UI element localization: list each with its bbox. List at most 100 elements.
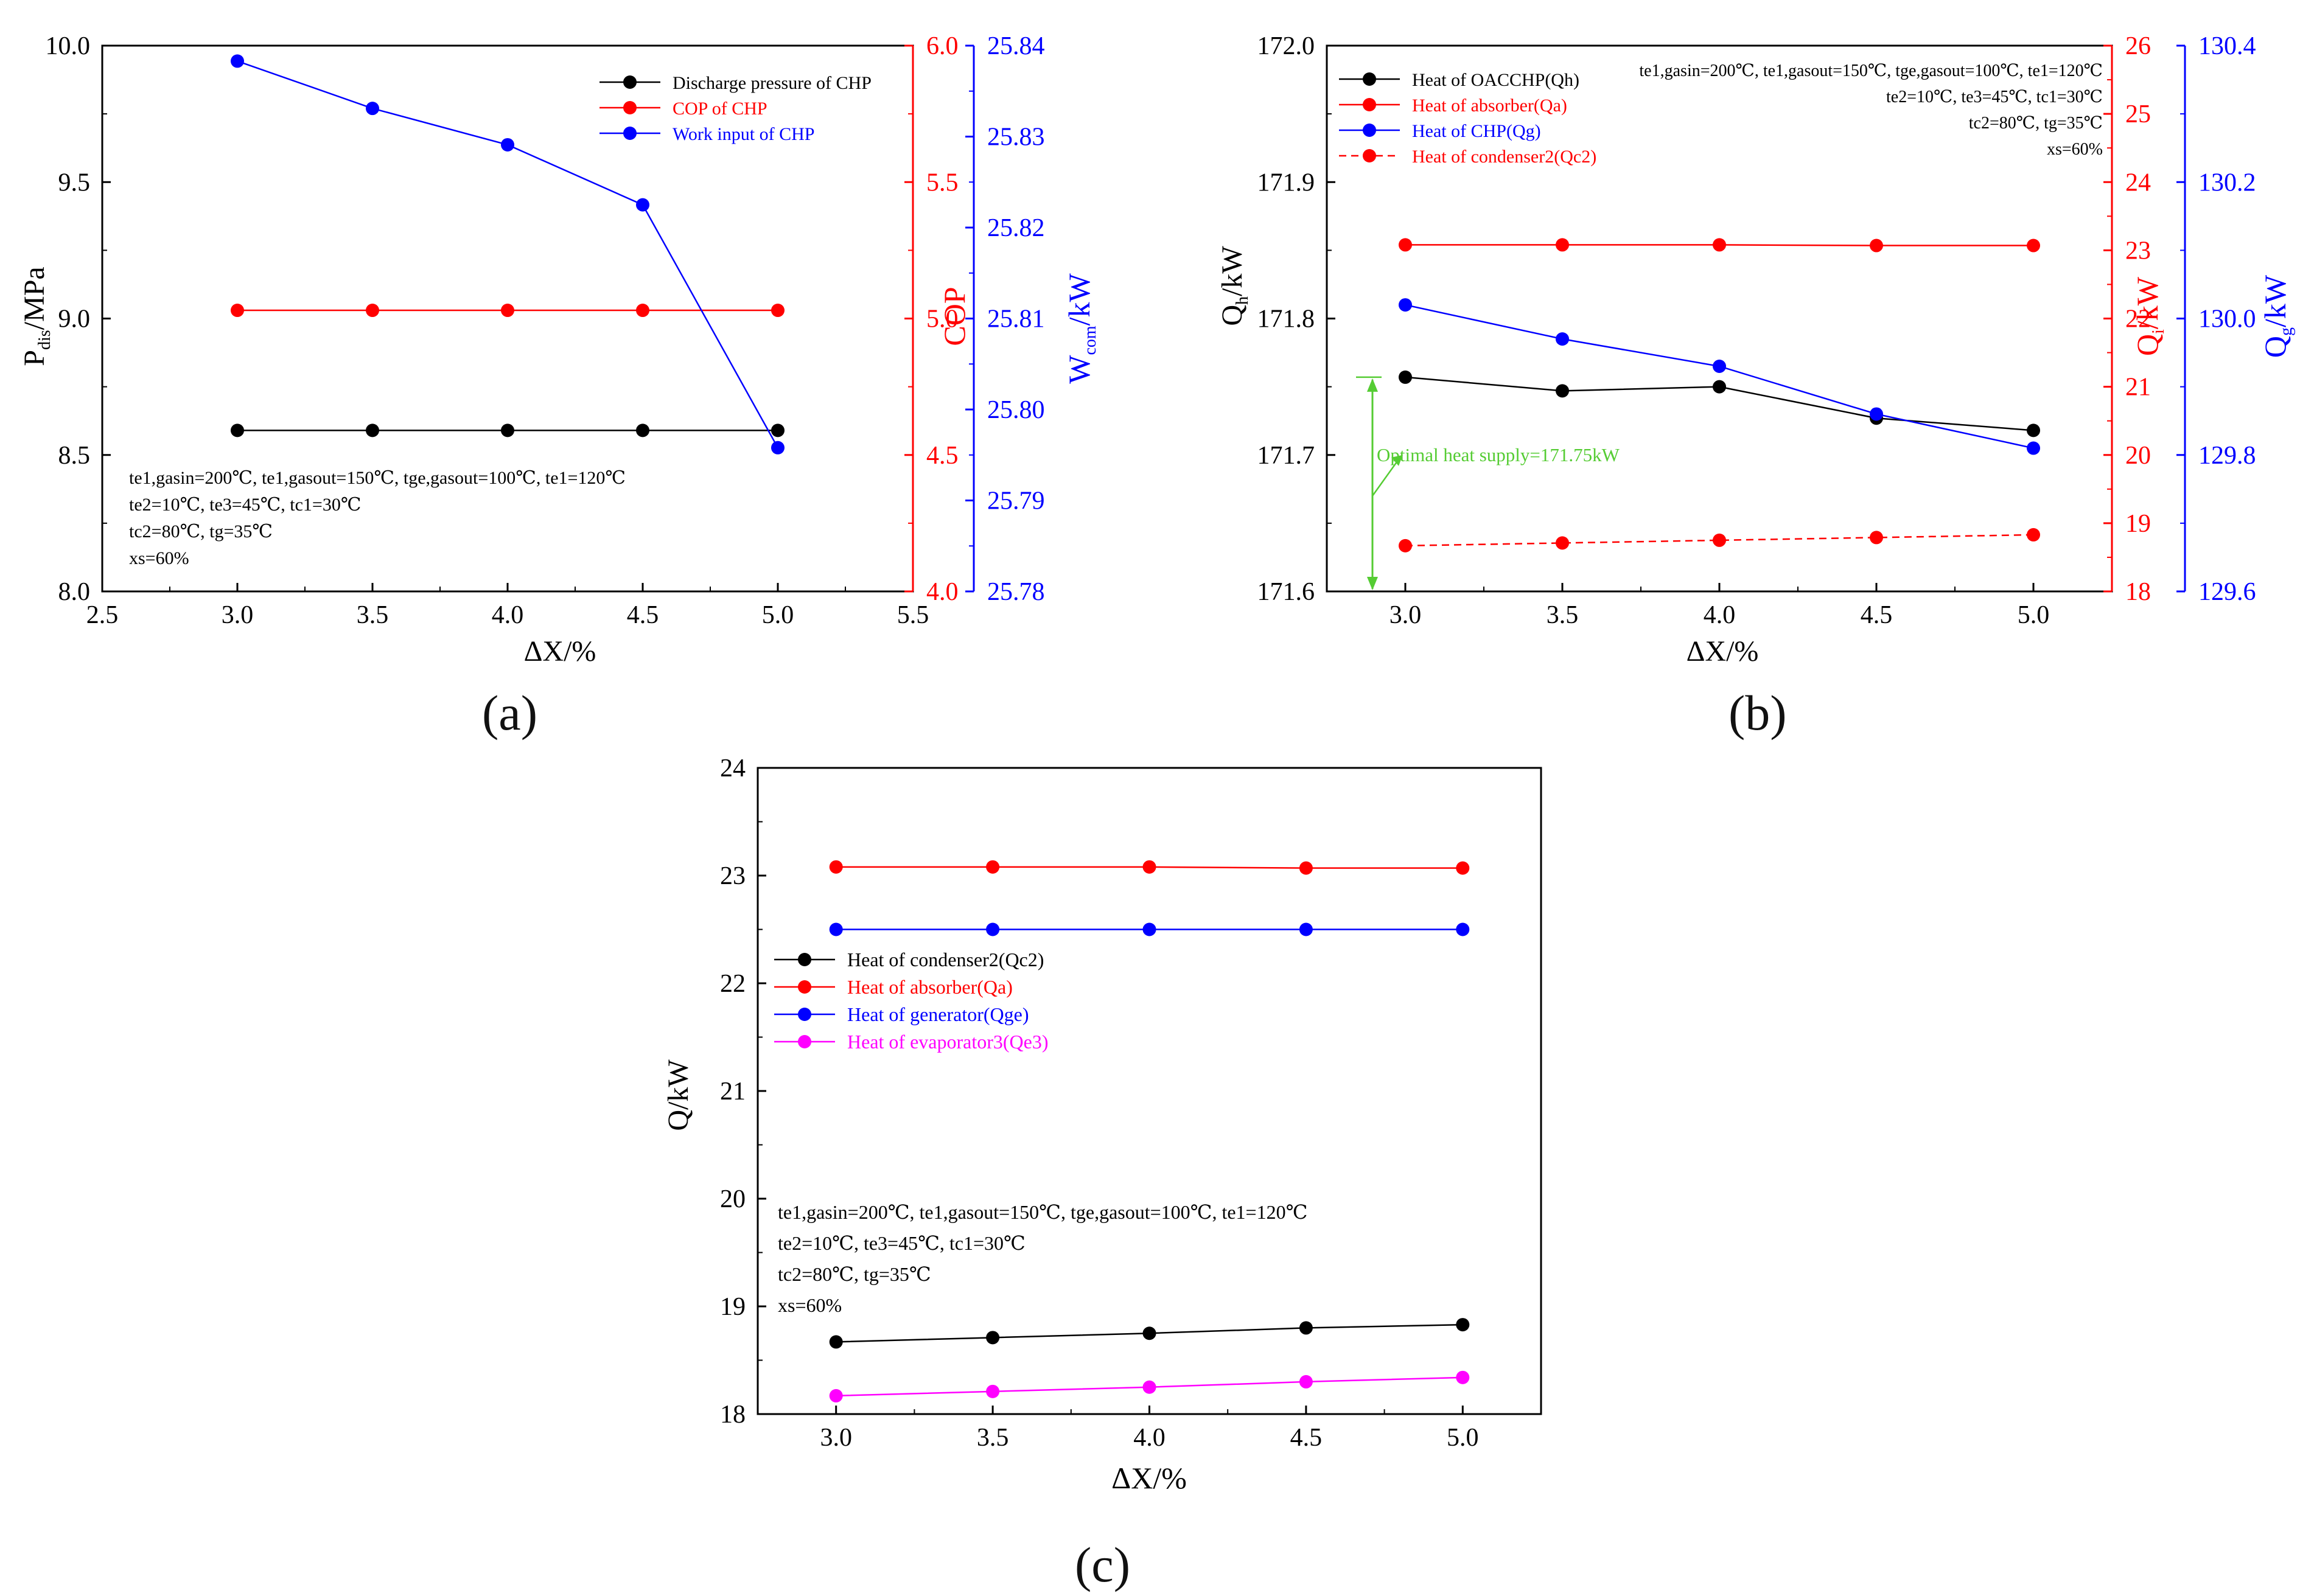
c-series-0-point [1299, 1321, 1313, 1335]
x-tick-label: 3.5 [357, 601, 389, 629]
a-series-2-point [636, 198, 649, 212]
a-series-2-point [501, 138, 514, 152]
a-right1-axis-tick-label: 4.0 [926, 578, 959, 606]
c-legend-0-label: Heat of condenser2(Qc2) [847, 949, 1044, 970]
x-tick-label: 4.0 [1704, 601, 1736, 629]
b-series-0-point [1713, 380, 1726, 394]
b-legend-2-label: Heat of CHP(Qg) [1412, 121, 1541, 141]
x-tick-label: 3.5 [1547, 601, 1579, 629]
b-series-3-point [1556, 536, 1569, 550]
c-legend-1-label: Heat of absorber(Qa) [847, 976, 1013, 998]
b-right2-axis-tick-label: 130.2 [2198, 169, 2256, 197]
conditions-line: tc2=80℃, tg=35℃ [778, 1263, 931, 1285]
c-series-1-point [1456, 861, 1470, 875]
b-right1-axis-tick-label: 24 [2125, 169, 2151, 197]
c-y-axis-tick-label: 24 [720, 754, 746, 782]
chart-c: 3.0 3.5 4.0 4.5 5.0 18 19 20 21 22 23 24 ΔX/% Q/kW Hea… [662, 754, 1542, 1495]
conditions-line: xs=60% [129, 548, 189, 568]
b-legend-3-label: Heat of condenser2(Qc2) [1412, 147, 1596, 167]
a-series-0-point [501, 423, 514, 437]
b-series-3-point [1399, 538, 1412, 552]
b-annotation-arrowhead-top [1367, 378, 1378, 392]
conditions-line: te1,gasin=200℃, te1,gasout=150℃, tge,gas… [778, 1201, 1307, 1223]
conditions-line: xs=60% [778, 1294, 842, 1316]
a-left-axis-tick-label: 9.0 [58, 305, 91, 333]
chart-b: 3.0 3.5 4.0 4.5 5.0 171.6 171.7 171.8 171.9 172.0… [1216, 32, 2296, 667]
b-left-axis-tick-label: 171.8 [1257, 305, 1315, 333]
a-right2-axis-tick-label: 25.84 [987, 32, 1045, 60]
conditions-line: te2=10℃, te3=45℃, tc1=30℃ [129, 495, 361, 515]
a-right2-axis-label: Wcom/kW [1062, 273, 1100, 383]
a-left-axis-tick-label: 10.0 [46, 32, 91, 60]
c-legend-1-swatch-marker [798, 980, 811, 994]
a-series-2-point [771, 441, 785, 455]
b-legend-3-swatch-marker [1363, 149, 1376, 162]
a-series-0-point [771, 423, 785, 437]
c-series-3-point [986, 1384, 1000, 1398]
conditions-line: tc2=80℃, tg=35℃ [129, 521, 273, 542]
x-tick-label: 4.5 [1290, 1424, 1323, 1452]
a-x-axis-label: ΔX/% [524, 635, 596, 667]
a-legend-1-label: COP of CHP [673, 99, 767, 119]
x-tick-label: 5.0 [1447, 1424, 1479, 1452]
x-tick-label: 5.0 [762, 601, 794, 629]
a-series-0-point [366, 423, 379, 437]
chart-a: 2.5 3.0 3.5 4.0 4.5 5.0 5.5 8.0 8.5 9.0 9.5 10.0 4.0… [18, 32, 1100, 667]
x-tick-label: 3.0 [222, 601, 254, 629]
conditions-line: te2=10℃, te3=45℃, tc1=30℃ [778, 1232, 1026, 1254]
b-right2-axis-label: Qg/kW [2258, 274, 2296, 358]
b-series-1-point [1713, 238, 1726, 252]
b-series-1-point [2027, 239, 2040, 253]
a-series-1-point [501, 304, 514, 318]
a-right2-axis-tick-label: 25.82 [987, 214, 1045, 242]
panel-label-a: (a) [482, 685, 538, 741]
c-series-2-point [986, 922, 1000, 936]
x-tick-label: 3.0 [820, 1424, 852, 1452]
a-series-0-point [636, 423, 649, 437]
b-right2-axis-tick-label: 130.4 [2198, 32, 2256, 60]
b-series-1-point [1870, 239, 1883, 253]
a-legend-2-label: Work input of CHP [673, 124, 814, 144]
c-series-0-point [1456, 1318, 1470, 1332]
c-y-axis-tick-label: 19 [720, 1293, 746, 1321]
x-tick-label: 2.5 [86, 601, 119, 629]
a-series-2-line [237, 60, 779, 448]
x-tick-label: 4.5 [627, 601, 659, 629]
x-tick-label: 5.0 [2018, 601, 2050, 629]
b-left-axis-tick-label: 171.7 [1257, 442, 1315, 470]
c-series-3-point [829, 1389, 843, 1403]
x-tick-label: 5.5 [897, 601, 929, 629]
b-right1-axis-label: Qi/kW [2130, 276, 2168, 356]
a-series-2-point [231, 54, 244, 68]
b-legend-2-swatch-marker [1363, 124, 1376, 137]
c-series-1-point [829, 860, 843, 874]
c-y-axis-tick-label: 18 [720, 1401, 746, 1429]
b-right1-axis-tick-label: 20 [2125, 442, 2151, 470]
a-right2-axis-tick-label: 25.80 [987, 396, 1045, 424]
b-annotation-arrowhead-bottom [1367, 577, 1378, 590]
a-series-1-point [231, 304, 244, 318]
a-right1-axis-tick-label: 6.0 [926, 32, 959, 60]
b-x-axis-label: ΔX/% [1687, 635, 1759, 667]
c-legend-3-label: Heat of evaporator3(Qe3) [847, 1031, 1049, 1053]
a-right2-axis-tick-label: 25.79 [987, 487, 1045, 515]
b-series-2-point [1556, 332, 1569, 346]
a-series-2-point [366, 102, 379, 116]
c-series-1-point [1142, 860, 1156, 874]
c-legend-2-label: Heat of generator(Qge) [847, 1003, 1029, 1025]
c-legend-2-swatch-marker [798, 1008, 811, 1021]
a-left-axis-tick-label: 9.5 [58, 169, 91, 197]
c-x-axis-label: ΔX/% [1111, 1461, 1187, 1495]
c-series-2-point [1142, 922, 1156, 936]
c-y-axis-tick-label: 21 [720, 1078, 746, 1106]
b-conditions-line: te2=10℃, te3=45℃, tc1=30℃ [1886, 88, 2103, 106]
x-tick-label: 4.0 [492, 601, 524, 629]
b-annotation-leader [1371, 457, 1401, 497]
c-series-2-point [1456, 922, 1470, 936]
x-tick-label: 4.0 [1133, 1424, 1166, 1452]
b-right1-axis-tick-label: 19 [2125, 510, 2151, 538]
b-series-0-point [1399, 370, 1412, 384]
a-right1-axis-tick-label: 4.5 [926, 442, 959, 470]
panel-label-c: (c) [1075, 1537, 1131, 1592]
